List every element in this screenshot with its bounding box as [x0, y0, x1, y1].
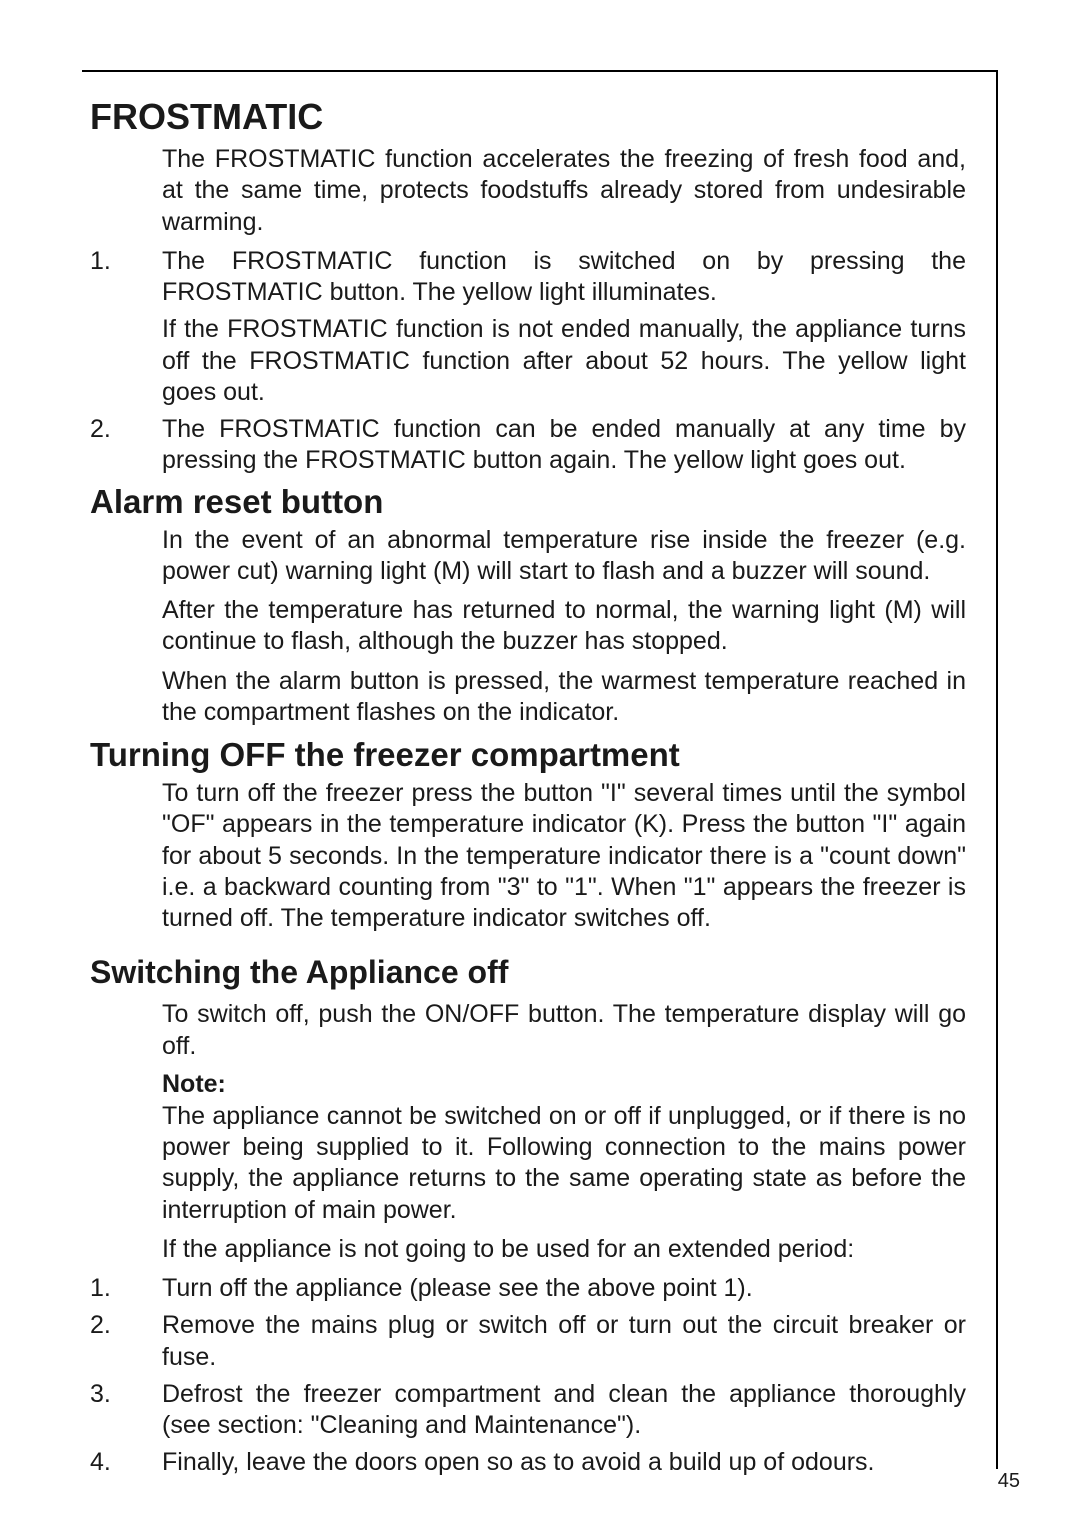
list-text: Defrost the freezer compartment and clea… — [162, 1379, 966, 1442]
list-item: 2. Remove the mains plug or switch off o… — [82, 1310, 966, 1373]
list-number: 2. — [82, 414, 162, 477]
paragraph: When the alarm button is pressed, the wa… — [162, 666, 966, 729]
heading-frostmatic: FROSTMATIC — [90, 96, 966, 138]
paragraph: To switch off, push the ON/OFF button. T… — [162, 999, 966, 1062]
list-text: The FROSTMATIC function is switched on b… — [162, 246, 966, 309]
list-number: 4. — [82, 1447, 162, 1478]
paragraph: The FROSTMATIC function accelerates the … — [162, 144, 966, 238]
list-item: 3. Defrost the freezer compartment and c… — [82, 1379, 966, 1442]
list-item: 1. The FROSTMATIC function is switched o… — [82, 246, 966, 309]
list-item: 2. The FROSTMATIC function can be ended … — [82, 414, 966, 477]
list-subtext: If the FROSTMATIC function is not ended … — [162, 314, 966, 408]
list-number: 1. — [82, 1273, 162, 1304]
page-number: 45 — [998, 1470, 1020, 1493]
paragraph: After the temperature has returned to no… — [162, 595, 966, 658]
document-page: FROSTMATIC The FROSTMATIC function accel… — [82, 70, 998, 1469]
list-text: Turn off the appliance (please see the a… — [162, 1273, 966, 1304]
list-item: 4. Finally, leave the doors open so as t… — [82, 1447, 966, 1478]
list-number: 2. — [82, 1310, 162, 1373]
note-label: Note: — [162, 1070, 966, 1099]
paragraph: To turn off the freezer press the button… — [162, 778, 966, 934]
paragraph: In the event of an abnormal temperature … — [162, 525, 966, 588]
list-item: 1. Turn off the appliance (please see th… — [82, 1273, 966, 1304]
paragraph: The appliance cannot be switched on or o… — [162, 1101, 966, 1226]
list-text: Finally, leave the doors open so as to a… — [162, 1447, 966, 1478]
list-number: 1. — [82, 246, 162, 309]
heading-turning-off-freezer: Turning OFF the freezer compartment — [90, 736, 966, 774]
list-text: Remove the mains plug or switch off or t… — [162, 1310, 966, 1373]
list-text: The FROSTMATIC function can be ended man… — [162, 414, 966, 477]
heading-switching-appliance-off: Switching the Appliance off — [90, 954, 966, 991]
paragraph: If the appliance is not going to be used… — [162, 1234, 966, 1265]
list-number: 3. — [82, 1379, 162, 1442]
heading-alarm-reset: Alarm reset button — [90, 483, 966, 521]
